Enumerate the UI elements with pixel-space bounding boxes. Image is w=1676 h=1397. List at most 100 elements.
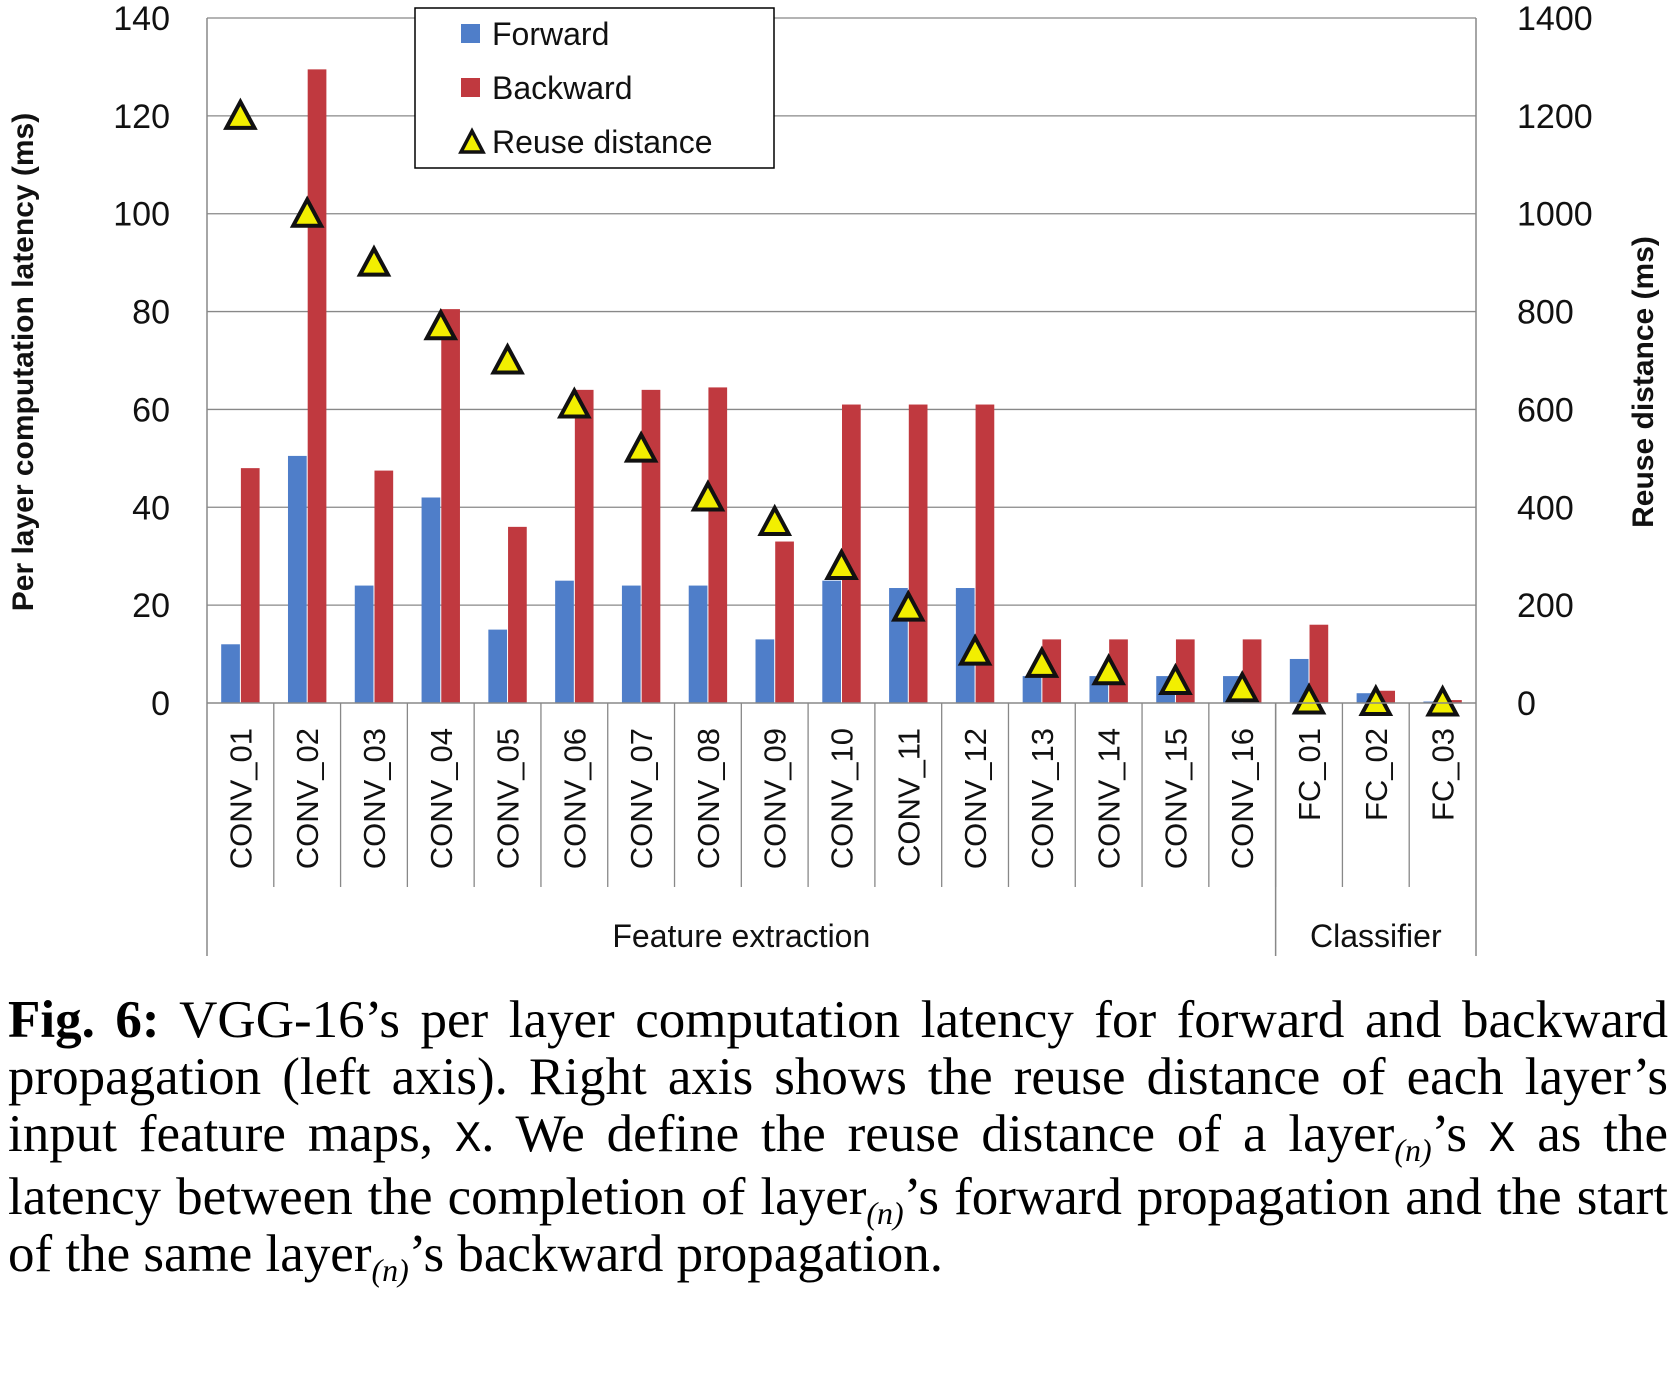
reuse-marker <box>957 633 993 666</box>
bar-backward <box>641 389 661 703</box>
bar-backward <box>708 387 728 703</box>
bar-forward <box>1022 676 1042 703</box>
reuse-marker <box>356 244 392 277</box>
caption-text: . We define the reuse distance of a laye… <box>481 1105 1395 1163</box>
chart: 0 20 40 60 80 100 120 140 0 200 400 600 800 1000 1200… <box>7 0 1660 956</box>
reuse-marker <box>223 97 258 130</box>
category-label: CONV_09 <box>758 728 793 869</box>
bar-backward <box>1309 624 1329 703</box>
bar-forward <box>688 585 708 703</box>
reuse-marker <box>1358 683 1394 717</box>
left-axis-ticks: 0 20 40 60 80 100 120 140 <box>113 0 170 723</box>
bar-backward <box>975 404 995 703</box>
right-tick-label: 400 <box>1517 489 1574 527</box>
reuse-marker <box>1091 652 1127 686</box>
bar-forward <box>221 644 240 703</box>
right-axis-ticks: 0 200 400 600 800 1000 1200 1400 <box>1517 0 1593 723</box>
reuse-marker <box>1224 670 1260 703</box>
legend-swatch-forward <box>461 24 480 43</box>
left-tick-label: 40 <box>132 489 170 527</box>
axes <box>206 18 1477 956</box>
category-label: CONV_12 <box>958 728 993 869</box>
bar-backward <box>307 69 327 703</box>
legend-label-backward: Backward <box>492 70 633 106</box>
caption-symbol-x: X <box>454 1115 482 1165</box>
reuse-marker <box>423 308 459 341</box>
reuse-markers <box>223 97 1460 717</box>
reuse-marker <box>1158 662 1193 695</box>
bar-forward <box>822 580 841 703</box>
caption-subscript: (n) <box>371 1252 409 1288</box>
left-tick-label: 120 <box>113 98 170 136</box>
right-tick-label: 1000 <box>1517 196 1593 234</box>
reuse-marker <box>1024 645 1060 678</box>
category-label: CONV_02 <box>290 728 325 869</box>
group-label: Classifier <box>1310 918 1442 954</box>
bar-forward <box>1356 693 1376 703</box>
bar-backward <box>574 389 594 703</box>
reuse-marker <box>1291 682 1327 715</box>
bar-backward <box>374 470 394 703</box>
category-label: CONV_04 <box>424 728 459 869</box>
caption-subscript: (n) <box>866 1195 904 1231</box>
category-label: CONV_16 <box>1225 728 1260 869</box>
left-tick-label: 140 <box>113 0 170 38</box>
group-labels: Feature extraction Classifier <box>612 918 1442 954</box>
category-label: FC_01 <box>1292 728 1327 821</box>
reuse-marker <box>824 547 859 580</box>
category-label: CONV_13 <box>1025 728 1060 869</box>
category-label: FC_02 <box>1359 728 1394 821</box>
figure-caption: Fig. 6: VGG-16’s per layer computation l… <box>8 991 1669 1287</box>
category-label: CONV_14 <box>1092 728 1127 869</box>
bar-backward <box>1109 639 1128 703</box>
bar-forward <box>621 585 641 703</box>
category-label: CONV_06 <box>557 728 592 869</box>
caption-fig-label: Fig. 6: <box>8 991 160 1049</box>
category-label: CONV_11 <box>891 728 926 867</box>
category-label: CONV_07 <box>624 728 659 869</box>
caption-text: ’s backward propagation. <box>408 1225 944 1283</box>
category-label: CONV_03 <box>357 728 392 869</box>
reuse-marker <box>690 479 726 512</box>
right-tick-label: 1400 <box>1517 0 1593 38</box>
bar-backward <box>1443 700 1462 703</box>
left-tick-label: 100 <box>113 196 170 234</box>
category-label: CONV_10 <box>825 728 860 869</box>
caption-text: as the latency between the completion of… <box>8 1105 1668 1226</box>
category-labels: CONV_01 CONV_02 CONV_03 CONV_04 CONV_05 CONV_… <box>223 728 1460 869</box>
gridlines <box>207 17 1476 606</box>
bar-forward <box>488 629 508 703</box>
reuse-marker <box>556 386 592 419</box>
bar-forward <box>354 585 374 703</box>
bar-backward <box>508 526 527 703</box>
bar-backward <box>908 404 928 703</box>
category-label: CONV_08 <box>691 728 726 869</box>
category-label: FC_03 <box>1426 728 1461 821</box>
right-tick-label: 800 <box>1517 294 1574 332</box>
category-label: CONV_15 <box>1158 728 1193 869</box>
left-axis-title: Per layer computation latency (ms) <box>7 113 40 612</box>
right-tick-label: 0 <box>1517 685 1536 723</box>
bar-backward <box>842 404 861 703</box>
right-axis-title: Reuse distance (ms) <box>1627 236 1660 528</box>
caption-symbol-x: X <box>1488 1115 1516 1165</box>
reuse-marker <box>490 342 525 375</box>
bar-forward <box>755 639 775 703</box>
reuse-marker <box>289 195 325 228</box>
caption-text: VGG-16’s per layer computation latency f… <box>8 991 1669 1163</box>
bar-forward <box>555 580 574 703</box>
bar-backward <box>240 468 260 703</box>
left-tick-label: 80 <box>132 294 170 332</box>
reuse-marker <box>757 503 793 536</box>
caption-text: ’s <box>1431 1105 1489 1163</box>
left-tick-label: 0 <box>151 685 170 723</box>
legend-swatch-backward <box>461 78 480 97</box>
caption-subscript: (n) <box>1394 1132 1432 1168</box>
bar-forward <box>287 455 307 703</box>
bar-forward <box>955 588 975 703</box>
right-tick-label: 200 <box>1517 587 1574 625</box>
bar-forward <box>421 497 441 703</box>
category-label: CONV_01 <box>223 728 258 869</box>
category-label: CONV_05 <box>491 728 526 869</box>
bar-backward <box>775 541 794 703</box>
